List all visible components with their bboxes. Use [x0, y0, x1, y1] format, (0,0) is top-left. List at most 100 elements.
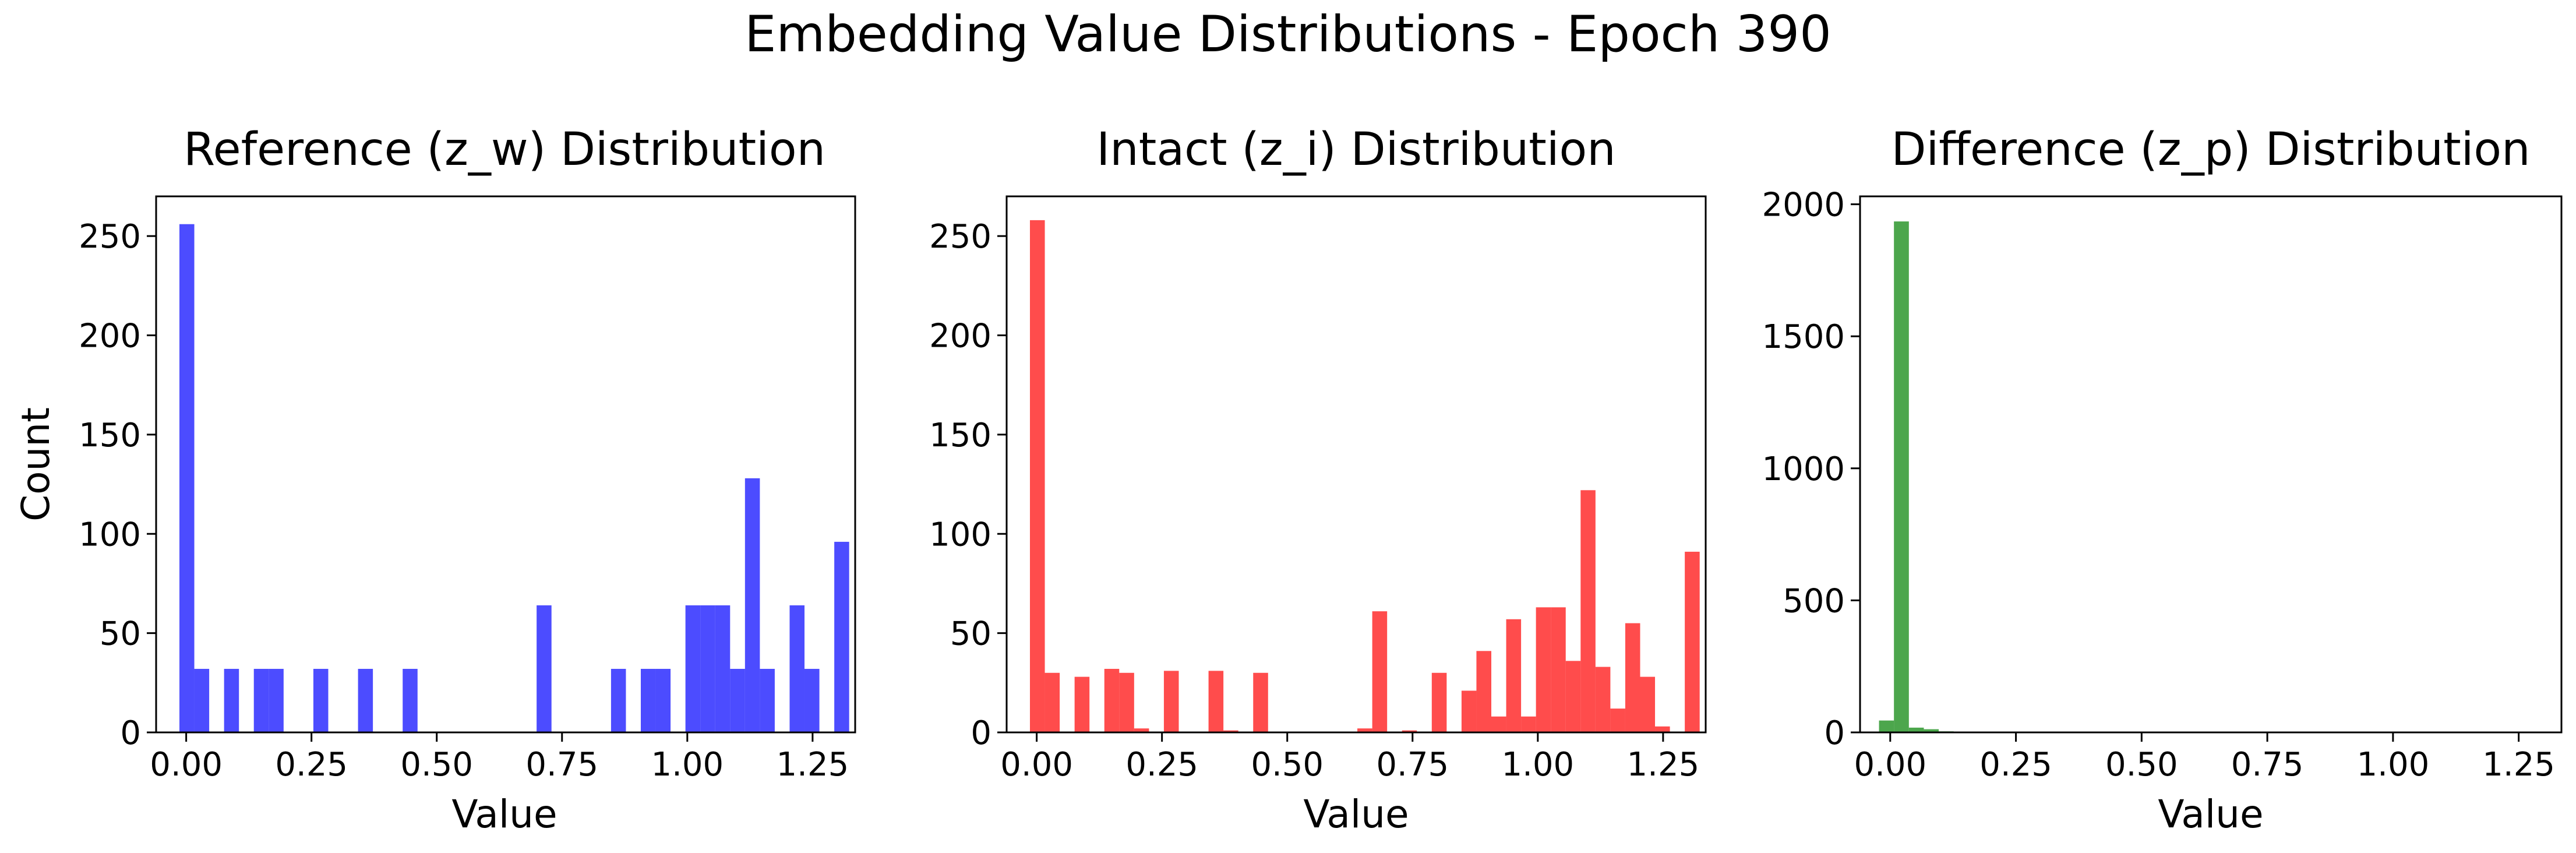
x-tick-label: 0.25 — [1125, 746, 1198, 784]
histogram-bar-intact — [1536, 607, 1551, 732]
histogram-bar-intact — [1655, 726, 1670, 732]
subplot-title-intact: Intact (z_i) Distribution — [1096, 124, 1615, 176]
histogram-bar-reference — [685, 605, 701, 732]
histogram-bar-intact — [1208, 671, 1224, 732]
histogram-bar-intact — [1372, 611, 1388, 732]
histogram-bar-intact — [1119, 672, 1134, 732]
histogram-bar-intact — [1476, 651, 1491, 732]
y-tick-label: 100 — [79, 516, 141, 554]
histogram-bar-intact — [1491, 716, 1506, 732]
x-tick-label: 1.25 — [2482, 746, 2555, 784]
x-tick-label: 0.25 — [275, 746, 348, 784]
subplot-title-reference: Reference (z_w) Distribution — [184, 124, 825, 176]
y-ticks-intact: 0 50 100 150 200 250 — [929, 218, 1007, 752]
y-tick-label: 500 — [1783, 582, 1845, 620]
x-tick-label: 0.50 — [1251, 746, 1324, 784]
x-ticks-difference: 0.00 0.25 0.50 0.75 1.00 1.25 — [1854, 732, 2555, 784]
histogram-bar-intact — [1685, 551, 1700, 732]
figure-title: Embedding Value Distributions - Epoch 39… — [744, 5, 1832, 64]
y-tick-label: 50 — [950, 615, 991, 653]
histogram-bar-reference — [194, 668, 210, 732]
histogram-bar-intact — [1625, 623, 1640, 732]
y-axis-label-reference: Count — [13, 407, 58, 521]
x-tick-label: 0.75 — [1376, 746, 1449, 784]
x-tick-label: 0.75 — [2231, 746, 2304, 784]
x-tick-label: 1.25 — [777, 746, 849, 784]
y-tick-label: 0 — [1824, 714, 1845, 752]
x-axis-label-difference: Value — [2158, 792, 2263, 837]
histogram-bar-intact — [1134, 728, 1149, 732]
histogram-bar-intact — [1104, 668, 1120, 732]
plot-frame-intact — [1005, 195, 1707, 734]
histogram-bar-reference — [313, 668, 329, 732]
y-tick-label: 1500 — [1762, 318, 1845, 356]
y-tick-label: 150 — [79, 417, 141, 454]
y-ticks-reference: 0 50 100 150 200 250 — [79, 218, 156, 752]
y-tick-label: 150 — [929, 417, 991, 454]
histogram-bar-reference — [253, 668, 269, 732]
y-tick-label: 200 — [79, 318, 141, 355]
histogram-bar-reference — [358, 668, 373, 732]
x-tick-label: 1.25 — [1627, 746, 1700, 784]
y-ticks-difference: 0 500 1000 1500 2000 — [1762, 186, 1860, 752]
histogram-bar-reference — [744, 478, 760, 732]
histogram-bar-intact — [1521, 716, 1536, 732]
x-tick-label: 0.00 — [1000, 746, 1073, 784]
histogram-bar-intact — [1580, 490, 1596, 732]
histogram-bar-difference — [1924, 729, 1939, 732]
plot-frame-reference — [155, 195, 856, 734]
bars-intact — [1030, 220, 1700, 732]
histogram-bar-reference — [730, 668, 745, 732]
histogram-bar-intact — [1357, 728, 1372, 732]
histogram-bar-intact — [1253, 672, 1268, 732]
histogram-bar-reference — [834, 541, 849, 732]
histogram-bar-intact — [1223, 730, 1238, 732]
x-tick-label: 1.00 — [1501, 746, 1574, 784]
histogram-bar-reference — [224, 668, 239, 732]
histogram-bar-reference — [760, 668, 775, 732]
histogram-bar-intact — [1565, 661, 1581, 732]
histogram-bar-intact — [1595, 667, 1611, 732]
histogram-bar-reference — [804, 668, 820, 732]
subplot-difference: Difference (z_p) Distribution 0 500 1000 15… — [1762, 124, 2563, 837]
subplot-reference: Reference (z_w) Distribution 0 50 100 150 20… — [13, 124, 856, 837]
histogram-bar-reference — [269, 668, 284, 732]
y-tick-label: 100 — [929, 516, 991, 554]
histogram-bar-reference — [789, 605, 805, 732]
x-axis-label-reference: Value — [451, 792, 557, 837]
x-tick-label: 0.00 — [150, 746, 223, 784]
histogram-bar-reference — [611, 668, 626, 732]
histogram-bar-reference — [403, 668, 418, 732]
histogram-bar-difference — [1879, 720, 1894, 732]
y-tick-label: 250 — [929, 218, 991, 256]
x-tick-label: 1.00 — [651, 746, 724, 784]
histogram-bar-intact — [1074, 676, 1090, 732]
histogram-bar-reference — [537, 605, 552, 732]
histogram-bar-intact — [1030, 220, 1045, 732]
histogram-bar-intact — [1551, 607, 1566, 732]
x-ticks-reference: 0.00 0.25 0.50 0.75 1.00 1.25 — [150, 732, 849, 784]
y-tick-label: 250 — [79, 218, 141, 256]
x-tick-label: 0.50 — [2105, 746, 2178, 784]
y-tick-label: 200 — [929, 318, 991, 355]
bars-reference — [179, 224, 849, 732]
plot-frame-difference — [1859, 195, 2563, 734]
histogram-bar-reference — [655, 668, 671, 732]
x-tick-label: 0.75 — [525, 746, 598, 784]
histogram-bar-difference — [1908, 727, 1924, 732]
histogram-bar-intact — [1506, 619, 1522, 732]
y-tick-label: 0 — [120, 714, 141, 752]
x-axis-label-intact: Value — [1303, 792, 1409, 837]
x-tick-label: 0.50 — [400, 746, 473, 784]
histogram-bar-reference — [179, 224, 195, 732]
subplot-intact: Intact (z_i) Distribution 0 50 100 150 200 25… — [929, 124, 1707, 837]
histogram-bar-reference — [700, 605, 715, 732]
histogram-bar-intact — [1044, 672, 1060, 732]
histogram-bar-intact — [1610, 709, 1625, 732]
histogram-bar-intact — [1402, 730, 1417, 732]
subplot-title-difference: Difference (z_p) Distribution — [1891, 124, 2530, 176]
bars-difference — [1879, 221, 2073, 732]
y-tick-label: 1000 — [1762, 450, 1845, 488]
histogram-bar-reference — [715, 605, 731, 732]
